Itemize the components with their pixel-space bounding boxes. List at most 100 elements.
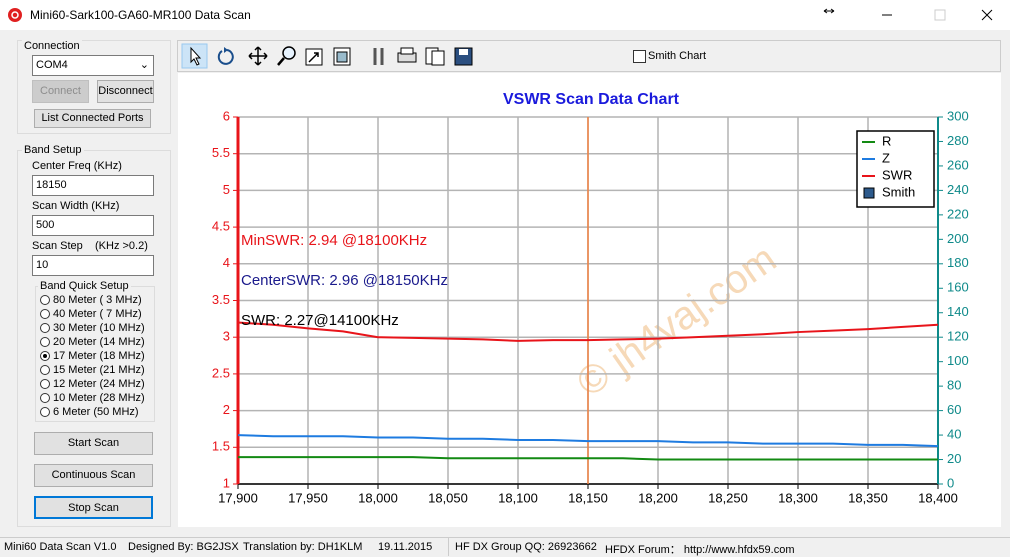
band-radio[interactable]: 30 Meter (10 MHz) [40,321,145,335]
disconnect-button[interactable]: Disconnect [97,80,154,103]
y-tick-label: 1.5 [212,439,230,454]
band-radio[interactable]: 15 Meter (21 MHz) [40,363,145,377]
y2-tick-label: 40 [947,427,961,442]
band-radio[interactable]: 40 Meter ( 7 MHz) [40,307,142,321]
x-tick-label: 18,000 [358,490,398,505]
legend-label: Smith [882,184,915,199]
band-radio[interactable]: 12 Meter (24 MHz) [40,377,145,391]
group-title: Band Quick Setup [38,280,131,292]
status-text: HFDX Forum： http://www.hfdx59.com [605,544,795,556]
status-bar [0,537,1010,557]
y2-tick-label: 300 [947,108,969,123]
y2-tick-label: 260 [947,157,969,172]
y2-tick-label: 0 [947,475,954,490]
y2-tick-label: 280 [947,133,969,148]
y-tick-label: 4.5 [212,219,230,234]
band-label: 12 Meter (24 MHz) [53,378,145,390]
stop-scan-button[interactable]: Stop Scan [34,496,153,519]
band-label: 6 Meter (50 MHz) [53,406,139,418]
y2-tick-label: 160 [947,280,969,295]
window-title: Mini60-Sark100-GA60-MR100 Data Scan [30,8,251,22]
smith-checkbox-label: Smith Chart [648,50,707,62]
annotation: MinSWR: 2.94 @18100KHz [241,232,427,249]
band-radio[interactable]: 10 Meter (28 MHz) [40,391,145,405]
legend-label: Z [882,150,890,165]
x-tick-label: 17,900 [218,490,258,505]
y-tick-label: 1 [223,475,230,490]
y2-tick-label: 20 [947,451,961,466]
band-label: 30 Meter (10 MHz) [53,322,145,334]
y2-tick-label: 180 [947,255,969,270]
series-line [237,434,939,448]
watermark: © jh4vaj.com [569,237,784,406]
window-controls[interactable] [820,0,1010,30]
status-text: HF DX Group QQ: 26923662 [455,541,597,553]
scan-width-input[interactable]: 500 [32,215,154,236]
series-line [238,456,938,461]
x-tick-label: 18,400 [918,490,958,505]
continuous-scan-button[interactable]: Continuous Scan [34,464,153,487]
band-label: 10 Meter (28 MHz) [53,392,145,404]
scan-step-input[interactable]: 10 [32,255,154,276]
annotation: CenterSWR: 2.96 @18150KHz [241,272,448,289]
annotation: SWR: 2.27@14100KHz [241,312,399,329]
y-tick-label: 2 [223,402,230,417]
band-label: 15 Meter (21 MHz) [53,364,145,376]
title-bar: Mini60-Sark100-GA60-MR100 Data Scan [0,0,1010,30]
y-tick-label: 3 [223,329,230,344]
app-icon [8,8,22,22]
band-radio[interactable]: 17 Meter (18 MHz) [40,349,145,363]
y-tick-label: 3.5 [212,292,230,307]
y-tick-label: 4 [223,255,230,270]
group-title: Band Setup [22,144,84,156]
band-radio[interactable]: 6 Meter (50 MHz) [40,405,139,419]
band-label: 17 Meter (18 MHz) [53,350,145,362]
band-radio[interactable]: 20 Meter (14 MHz) [40,335,145,349]
connection-group [17,40,171,134]
x-tick-label: 17,950 [288,490,328,505]
status-divider [448,538,449,556]
y2-tick-label: 140 [947,304,969,319]
y2-tick-label: 80 [947,378,961,393]
band-label: 20 Meter (14 MHz) [53,336,145,348]
port-value: COM4 [36,59,68,71]
status-text: Mini60 Data Scan V1.0 [4,541,117,553]
x-tick-label: 18,050 [428,490,468,505]
y2-tick-label: 220 [947,206,969,221]
list-ports-button[interactable]: List Connected Ports [34,109,151,128]
x-tick-label: 18,300 [778,490,818,505]
y-tick-label: 5.5 [212,145,230,160]
field-label: Scan Width (KHz) [32,200,120,212]
x-tick-label: 18,150 [568,490,608,505]
band-label: 80 Meter ( 3 MHz) [53,294,142,306]
band-radio[interactable]: 80 Meter ( 3 MHz) [40,293,142,307]
y2-tick-label: 120 [947,329,969,344]
y2-tick-label: 240 [947,182,969,197]
status-text: Translation by: DH1KLM [243,541,363,553]
field-hint: (KHz >0.2) [95,240,148,252]
connect-button: Connect [32,80,89,103]
chart-title: VSWR Scan Data Chart [503,91,680,108]
legend: RZ SWR Smith [856,130,935,208]
y2-tick-label: 100 [947,353,969,368]
toolbar-icons[interactable] [180,43,480,69]
start-scan-button[interactable]: Start Scan [34,432,153,455]
y-tick-label: 6 [223,108,230,123]
port-select[interactable]: COM4 ⌄ [32,55,154,76]
y-tick-label: 2.5 [212,365,230,380]
y2-tick-label: 60 [947,402,961,417]
band-setup-group [17,150,171,527]
legend-label: R [882,133,891,148]
center-freq-input[interactable]: 18150 [32,175,154,196]
y-tick-label: 5 [223,182,230,197]
x-tick-label: 18,250 [708,490,748,505]
x-tick-label: 18,100 [498,490,538,505]
field-label: Scan Step [32,240,83,252]
legend-swatch [863,187,875,199]
status-text: Designed By: BG2JSX [128,541,239,553]
group-title: Connection [22,40,82,52]
x-tick-label: 18,350 [848,490,888,505]
smith-checkbox[interactable] [633,50,646,63]
